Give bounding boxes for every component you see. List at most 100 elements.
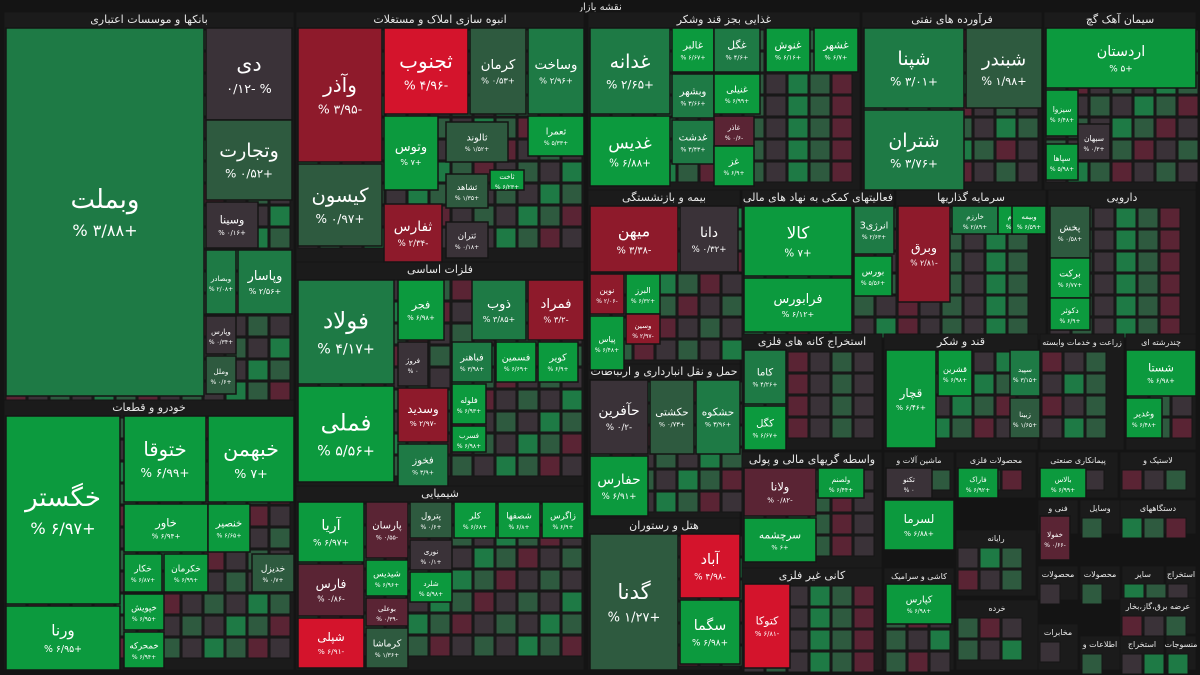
stock-rect[interactable] — [445, 221, 489, 259]
stock-rect[interactable] — [713, 73, 761, 115]
stock-tile[interactable]: فخوز +۳/۹ % — [397, 443, 449, 487]
stock-tile[interactable]: آباد -۴/۹۸ % — [679, 533, 741, 599]
stock-rect[interactable] — [713, 145, 755, 187]
stock-tile[interactable]: سگما +۶/۹۸ % — [679, 599, 741, 665]
stock-tile[interactable]: غدیس +۶/۸۸ % — [589, 115, 671, 187]
stock-rect[interactable] — [897, 205, 951, 303]
stock-rect[interactable] — [205, 119, 293, 201]
stock-rect[interactable] — [813, 27, 859, 73]
stock-tile[interactable]: قچار +۶/۴۶ % — [885, 349, 937, 449]
stock-rect[interactable] — [671, 73, 715, 119]
stock-rect[interactable] — [297, 385, 395, 483]
stock-tile[interactable]: خبهمن +۷ % — [207, 415, 295, 503]
stock-rect[interactable] — [397, 443, 449, 487]
stock-tile[interactable]: قشرین +۶/۹۸ % — [937, 349, 973, 397]
stock-tile[interactable]: سیزوا +۶/۴۸ % — [1045, 89, 1079, 137]
stock-rect[interactable] — [649, 379, 695, 455]
stock-rect[interactable] — [713, 27, 761, 73]
stock-tile[interactable]: بالاس +۶/۹۹ % — [1039, 467, 1087, 499]
stock-rect[interactable] — [1011, 205, 1047, 235]
stock-tile[interactable]: فباهنر +۳/۹۸ % — [451, 341, 493, 383]
stock-rect[interactable] — [445, 173, 489, 209]
stock-rect[interactable] — [205, 249, 237, 315]
stock-rect[interactable] — [885, 583, 953, 625]
stock-tile[interactable]: خکرمان +۶/۹۹ % — [163, 553, 209, 593]
stock-rect[interactable] — [383, 115, 439, 191]
stock-rect[interactable] — [237, 249, 293, 315]
stock-tile[interactable]: وبیمه +۶/۵۹ % — [1011, 205, 1047, 235]
stock-rect[interactable] — [743, 277, 853, 333]
stock-rect[interactable] — [743, 583, 791, 669]
stock-tile[interactable]: لسرما +۶/۸۸ % — [883, 499, 955, 551]
stock-rect[interactable] — [853, 205, 895, 255]
stock-tile[interactable]: غاذر -۰/۶ % — [713, 115, 755, 147]
stock-rect[interactable] — [207, 503, 251, 553]
stock-rect[interactable] — [1125, 397, 1163, 439]
stock-tile[interactable]: غشهر +۶/۷ % — [813, 27, 859, 73]
stock-tile[interactable]: حآفرین -۰/۲ % — [589, 379, 649, 455]
stock-tile[interactable]: غگل +۴/۶ % — [713, 27, 761, 73]
stock-tile[interactable]: غنیلی +۶/۹۹ % — [713, 73, 761, 115]
stock-rect[interactable] — [853, 255, 893, 297]
stock-tile[interactable]: کاما +۴/۲۶ % — [743, 349, 787, 405]
stock-rect[interactable] — [495, 341, 537, 383]
stock-rect[interactable] — [451, 425, 487, 453]
stock-rect[interactable] — [365, 501, 409, 559]
stock-rect[interactable] — [471, 279, 527, 341]
stock-tile[interactable]: ولصنم +۶/۴۴ % — [817, 467, 865, 499]
stock-tile[interactable]: خمحرکه +۶/۹۴ % — [123, 631, 165, 669]
stock-rect[interactable] — [409, 501, 453, 539]
stock-rect[interactable] — [589, 205, 679, 273]
stock-tile[interactable]: تکنو ۰ % — [885, 467, 933, 499]
stock-tile[interactable]: شبندر +۱/۹۸ % — [965, 27, 1043, 109]
stock-rect[interactable] — [527, 27, 585, 115]
stock-rect[interactable] — [951, 205, 999, 235]
stock-rect[interactable] — [1125, 349, 1197, 397]
stock-tile[interactable]: پخش +۰/۵۸ % — [1049, 205, 1091, 259]
stock-rect[interactable] — [489, 169, 525, 191]
stock-rect[interactable] — [885, 349, 937, 449]
stock-rect[interactable] — [409, 539, 453, 571]
stock-tile[interactable]: فولاد +۴/۱۷ % — [297, 279, 395, 385]
stock-tile[interactable]: فمراد -۳/۲ % — [527, 279, 585, 341]
stock-tile[interactable]: خاور +۶/۹۴ % — [123, 503, 209, 553]
stock-rect[interactable] — [297, 617, 365, 669]
stock-tile[interactable]: وسین -۲/۹۷ % — [625, 313, 661, 345]
stock-rect[interactable] — [383, 203, 443, 263]
stock-tile[interactable]: ثاخت +۶/۲۳ % — [489, 169, 525, 191]
stock-tile[interactable]: دکوثر +۶/۹ % — [1049, 297, 1091, 331]
stock-rect[interactable] — [671, 27, 715, 73]
stock-rect[interactable] — [1039, 467, 1087, 499]
stock-rect[interactable] — [527, 115, 585, 157]
stock-rect[interactable] — [123, 415, 207, 503]
stock-tile[interactable]: ذوب +۳/۸۵ % — [471, 279, 527, 341]
stock-tile[interactable]: اردستان +۵ % — [1045, 27, 1197, 89]
stock-tile[interactable]: ولانا -۰/۸۲ % — [743, 467, 817, 517]
stock-tile[interactable]: کالا +۷ % — [743, 205, 853, 277]
stock-tile[interactable]: فلوله +۶/۹۳ % — [451, 383, 487, 425]
stock-tile[interactable]: کرماشا +۱/۳۶ % — [365, 627, 409, 669]
stock-tile[interactable]: سبهان +۰/۳ % — [1077, 123, 1111, 161]
stock-tile[interactable]: برکت +۶/۷۷ % — [1049, 257, 1091, 299]
stock-tile[interactable]: وتجارت +۰/۵۲ % — [205, 119, 293, 201]
stock-rect[interactable] — [205, 201, 259, 249]
stock-rect[interactable] — [743, 467, 817, 517]
stock-tile[interactable]: وبصادر +۲/۰۸ % — [205, 249, 237, 315]
stock-rect[interactable] — [885, 467, 933, 499]
stock-rect[interactable] — [1049, 205, 1091, 259]
stock-tile[interactable]: غدشت +۳/۴۳ % — [671, 119, 715, 165]
stock-tile[interactable]: وملل +۰/۶ % — [205, 355, 237, 395]
stock-rect[interactable] — [207, 415, 295, 503]
stock-tile[interactable]: کیسون +۰/۹۷ % — [297, 163, 383, 247]
stock-tile[interactable]: شلرد +۵/۹۸ % — [409, 571, 453, 603]
stock-rect[interactable] — [625, 273, 661, 315]
stock-rect[interactable] — [965, 27, 1043, 109]
stock-rect[interactable] — [297, 163, 383, 247]
stock-rect[interactable] — [671, 119, 715, 165]
stock-rect[interactable] — [1045, 27, 1197, 89]
stock-rect[interactable] — [297, 501, 365, 563]
stock-rect[interactable] — [497, 501, 541, 539]
stock-tile[interactable]: شصفها +۶/۸ % — [497, 501, 541, 539]
stock-rect[interactable] — [713, 115, 755, 147]
stock-rect[interactable] — [743, 349, 787, 405]
